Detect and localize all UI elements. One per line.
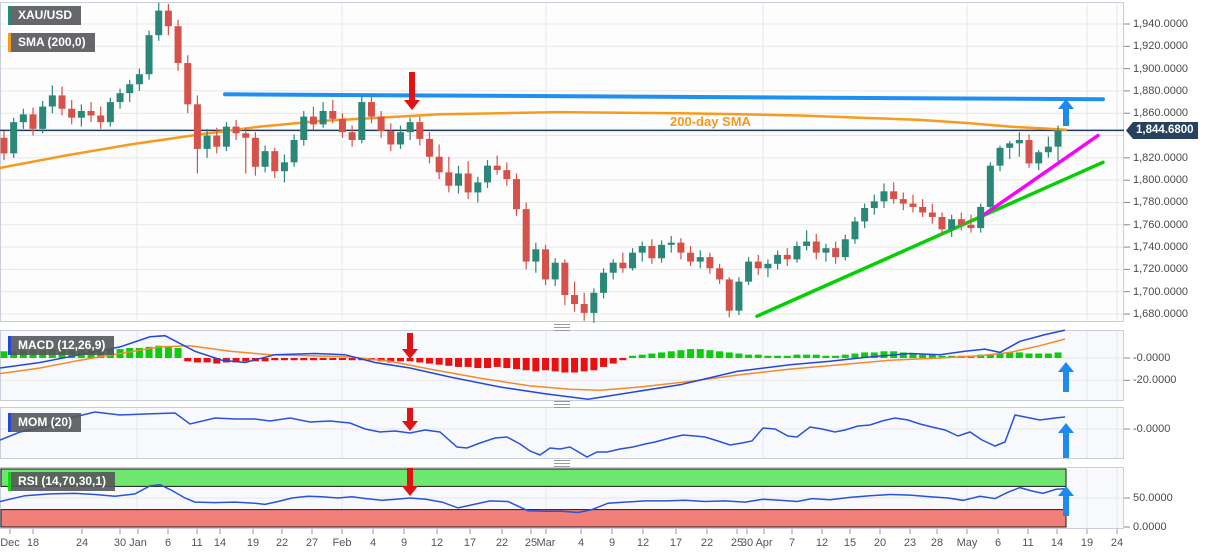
last-price-badge: 1,844.6800 (1126, 122, 1198, 139)
price-tick-label: 1,920.0000 (1133, 40, 1189, 53)
macd-color-bar-icon (8, 336, 11, 355)
date-tick-label: 19 (246, 537, 260, 549)
date-tick-label: 24 (1110, 537, 1124, 549)
date-tick-label: May (956, 537, 978, 549)
date-tick-label: 4 (577, 537, 585, 549)
date-tick-label: 12 (815, 537, 829, 549)
price-tick-label: 1,820.0000 (1133, 151, 1189, 164)
date-tick-label: 11 (191, 537, 203, 549)
date-tick-label: Feb (332, 537, 352, 549)
price-tick-label: 1,700.0000 (1133, 285, 1189, 298)
date-tick-label: 22 (700, 537, 714, 549)
price-tick-label: 1,760.0000 (1133, 218, 1189, 231)
date-tick-label: 14 (213, 537, 227, 549)
rsi-tick-label: 0.0000 (1133, 521, 1167, 533)
panel-resize-handle[interactable] (554, 324, 570, 331)
price-tick-label: 1,880.0000 (1133, 84, 1189, 97)
price-tick-label: 1,780.0000 (1133, 196, 1189, 209)
date-tick-label: 14 (1050, 537, 1064, 549)
date-tick-label: 17 (463, 537, 477, 549)
date-tick-label: 9 (608, 537, 616, 549)
date-tick-label: 17 (669, 537, 683, 549)
macd-indicator-label[interactable]: MACD (12,26,9) (8, 336, 115, 355)
date-tick-label: 28 (930, 537, 944, 549)
sma-annotation-text: 200-day SMA (670, 114, 751, 129)
rsi-label-text: RSI (14,70,30,1) (18, 474, 107, 488)
macd-panel (0, 330, 1124, 401)
price-tick-label: 1,680.0000 (1133, 308, 1189, 320)
panel-resize-handle[interactable] (554, 401, 570, 408)
instrument-color-bar-icon (8, 6, 11, 25)
date-tick-label: 19 (1080, 537, 1094, 549)
rsi-tick-label: 50.0000 (1133, 492, 1173, 504)
date-tick-label: 15 (843, 537, 857, 549)
price-tick-label: 1,720.0000 (1133, 263, 1189, 276)
price-panel (0, 2, 1124, 322)
date-tick-label: 12 (636, 537, 650, 549)
date-tick-label: 7 (788, 537, 796, 549)
date-tick-label: 11 (1022, 537, 1034, 549)
date-tick-label: Jan (129, 537, 147, 549)
rsi-color-bar-icon (8, 472, 11, 491)
date-tick-label: 12 (430, 537, 444, 549)
date-tick-label: Mar (536, 537, 556, 549)
date-tick-label: 30 (113, 537, 127, 549)
date-tick-label: 30 (740, 537, 754, 549)
date-tick-label: 24 (75, 537, 89, 549)
momentum-tick-label: -0.0000 (1133, 423, 1171, 435)
date-tick-label: 23 (903, 537, 917, 549)
macd-tick-label: -0.0000 (1133, 352, 1171, 364)
rsi-panel (0, 467, 1124, 529)
price-tick-label: 1,740.0000 (1133, 241, 1189, 254)
momentum-panel (0, 407, 1124, 459)
instrument-label[interactable]: XAU/USD (8, 6, 82, 25)
macd-label-text: MACD (12,26,9) (18, 338, 106, 352)
panel-resize-handle[interactable] (554, 460, 570, 467)
date-tick-label: 20 (873, 537, 887, 549)
date-tick-label: 4 (369, 537, 377, 549)
sma-indicator-label[interactable]: SMA (200,0) (8, 33, 95, 52)
date-tick-label: 6 (994, 537, 1002, 549)
macd-tick-label: -20.0000 (1133, 374, 1177, 387)
date-tick-label: 18 (26, 537, 40, 549)
momentum-label-text: MOM (20) (18, 415, 72, 429)
date-tick-label: Apr (755, 537, 773, 549)
date-tick-label: 25 (524, 537, 538, 549)
price-tick-label: 1,800.0000 (1133, 174, 1189, 187)
momentum-color-bar-icon (8, 413, 11, 432)
instrument-symbol: XAU/USD (18, 8, 73, 22)
price-tick-label: 1,900.0000 (1133, 62, 1189, 75)
price-tick-label: 1,860.0000 (1133, 107, 1189, 120)
sma-color-bar-icon (8, 33, 11, 52)
date-tick-label: 22 (275, 537, 289, 549)
date-tick-label: 22 (495, 537, 509, 549)
date-tick-label: 6 (164, 537, 172, 549)
price-tick-label: 1,940.0000 (1133, 18, 1189, 30)
sma-label-text: SMA (200,0) (18, 35, 86, 49)
date-tick-label: 25 (730, 537, 744, 549)
rsi-indicator-label[interactable]: RSI (14,70,30,1) (8, 472, 116, 491)
momentum-indicator-label[interactable]: MOM (20) (8, 413, 81, 432)
date-tick-label: 27 (305, 537, 319, 549)
date-tick-label: Dec (0, 537, 20, 549)
date-tick-label: 9 (400, 537, 408, 549)
